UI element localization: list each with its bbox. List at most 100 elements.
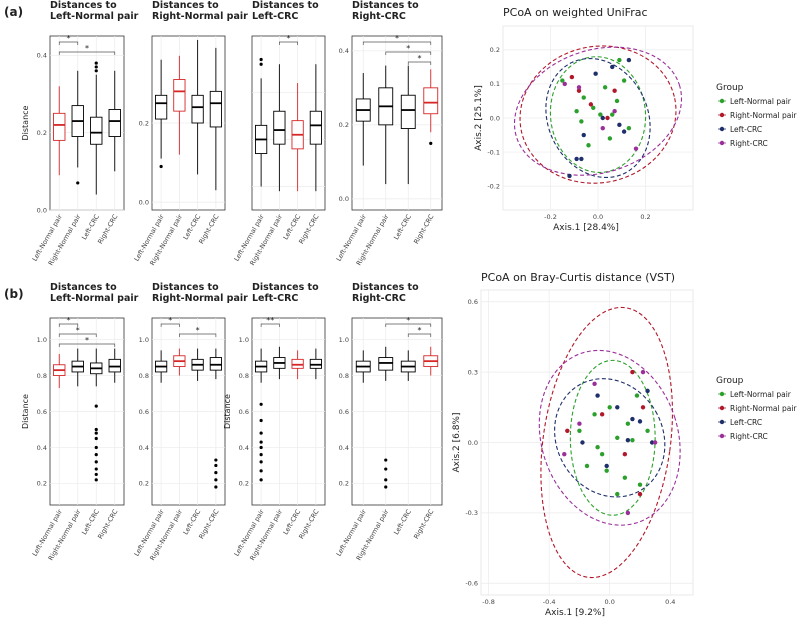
panel-title: Distances to [50,282,117,293]
y-axis-label: Axis.2 [6.8%] [452,412,462,472]
box-outlier [94,61,98,65]
scatter-point [614,98,620,104]
scatter-point [610,112,615,117]
y-tick-label: -0.1 [487,148,500,156]
panel-title: Left-Normal pair [50,293,139,304]
panel-frame [351,35,443,211]
panel-title: Distances to [352,282,419,293]
scatter-point [645,428,650,433]
box-outlier [259,453,263,457]
panel-title: Right-CRC [352,293,406,304]
confidence-ellipse [554,378,666,498]
box-outlier [259,402,263,406]
scatter-point [649,440,655,445]
scatter-point [617,57,622,63]
x-tick-label: -0.2 [544,213,557,221]
scatter-point [595,393,600,398]
panel-title: PCoA on weighted UniFrac [503,6,648,19]
legend-label: Left-CRC [730,418,762,427]
scatter-point [604,463,609,469]
box-body [309,110,322,145]
y-tick-label: 0.3 [468,368,478,376]
scatter-point [600,126,605,131]
box-body [191,94,204,124]
box-body [90,116,103,145]
panel-title: Distances to [152,0,219,11]
scatter-point [562,81,567,87]
significance-bracket [58,323,79,327]
y-tick-label: 0.6 [339,408,349,416]
scatter-point [574,156,579,162]
panel-title: Distances to [252,282,319,293]
y-tick-label: 0.0 [339,195,349,203]
significance-bracket [179,333,217,337]
scatter-point [591,105,596,110]
scatter-point [602,85,608,90]
box-body [108,109,121,137]
scatter-point [621,78,627,83]
scatter-point [599,452,605,457]
y-tick-label: -0.2 [487,182,500,190]
y-tick-label: 0.8 [239,372,249,380]
y-tick-label: 0.1 [490,80,500,88]
y-tick-label: 0.8 [37,372,47,380]
y-tick-label: 0.6 [239,408,249,416]
y-tick-label: 1.0 [139,336,149,344]
scatter-point [640,369,646,375]
scatter-point [612,88,617,93]
panel-title: Distances to [50,0,117,11]
scatter-point [579,119,584,124]
box-outlier [94,478,98,482]
x-tick-label: -0.8 [482,598,495,606]
y-tick-label: 0.2 [37,129,47,137]
y-tick-label: 0.4 [239,444,249,452]
y-tick-label: 0.4 [37,52,47,60]
significance-bracket [160,323,180,327]
figure-label-a: (a) [4,5,23,19]
box-outlier [259,460,263,464]
scatter-point [565,428,570,433]
scatter-point [574,108,579,114]
scatter-point [625,437,631,443]
significance-label: * [76,326,80,335]
pcoa-panels: PCoA on weighted UniFrac -0.2 0.0 0.2 -0.2 -0… [452,6,797,618]
scatter-point [605,115,610,121]
legend-label: Right-Normal pair [730,111,797,120]
scatter-point [652,440,658,445]
scatter-point [622,475,628,480]
significance-bracket [385,323,432,327]
significance-bracket [58,333,97,337]
y-axis-label: Distance [223,394,232,429]
scatter-point [576,88,582,93]
box-outlier [94,427,98,432]
y-tick-label: 0.8 [339,372,349,380]
significance-label: * [67,34,71,43]
scatter-point [604,468,609,473]
box-outlier [94,445,98,450]
box-outlier [384,485,388,489]
y-tick-label: 0.4 [139,444,149,452]
significance-label: * [85,44,89,53]
significance-label: * [196,326,200,335]
significance-label: * [406,44,410,53]
box-body [273,110,286,145]
y-tick-label: 0.6 [468,298,478,306]
significance-bracket [362,41,432,45]
scatter-point [560,78,565,83]
x-category-label: Right-CRC [412,508,436,541]
scatter-point [637,482,643,487]
y-tick-label: 0.8 [139,372,149,380]
box-outlier [94,65,98,69]
box-outlier [259,478,263,482]
pcoa-pcoa_b: PCoA on Bray-Curtis distance (VST) -0.8 -0… [452,271,797,618]
ellipse-layer [538,306,681,579]
scatter-point [600,115,605,121]
scatter-point [577,428,582,433]
legend-title: Group [716,83,744,93]
scatter-point [562,452,567,457]
y-tick-label: 0.0 [490,114,500,122]
box-outlier [159,164,163,169]
